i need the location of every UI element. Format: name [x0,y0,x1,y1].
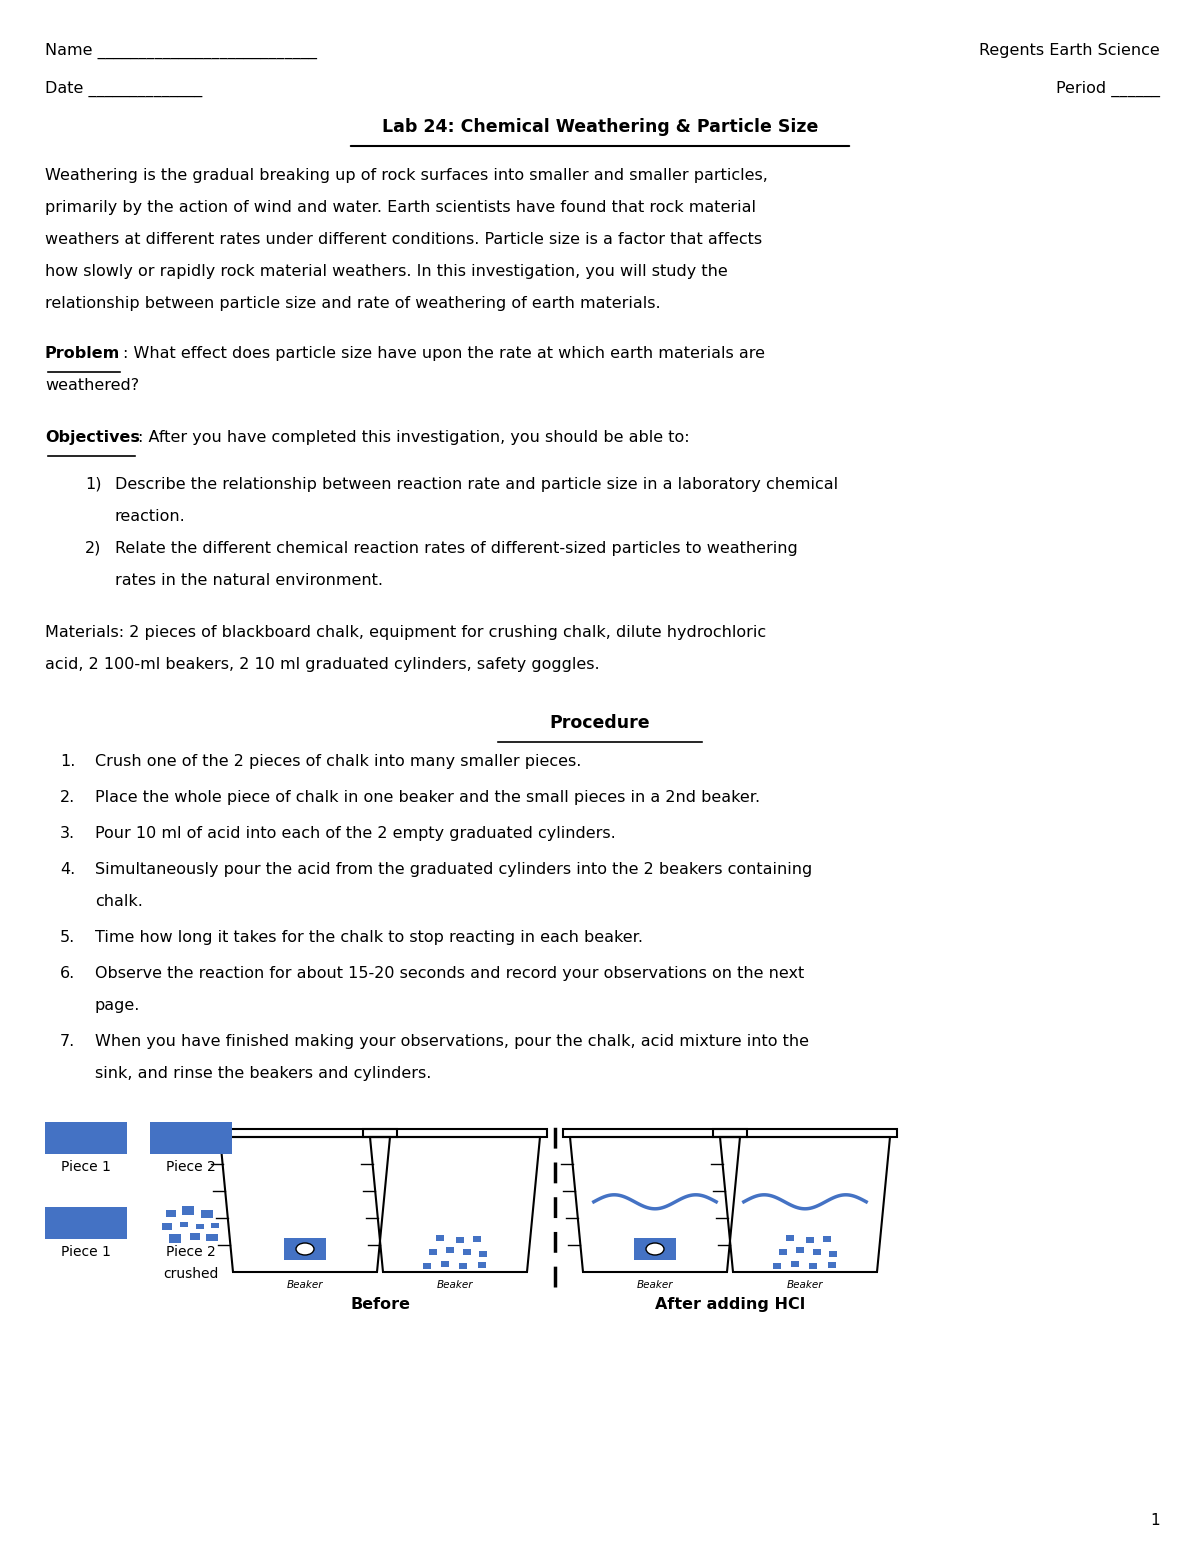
Text: 1): 1) [85,477,102,492]
FancyBboxPatch shape [190,1233,200,1241]
Text: Weathering is the gradual breaking up of rock surfaces into smaller and smaller : Weathering is the gradual breaking up of… [46,168,768,183]
Text: Materials: 2 pieces of blackboard chalk, equipment for crushing chalk, dilute hy: Materials: 2 pieces of blackboard chalk,… [46,624,766,640]
Text: Objectives: Objectives [46,430,140,446]
FancyBboxPatch shape [46,1207,127,1239]
Text: Beaker: Beaker [437,1280,473,1291]
Text: 7.: 7. [60,1034,76,1048]
FancyBboxPatch shape [809,1264,817,1269]
FancyBboxPatch shape [823,1236,832,1242]
Text: Beaker: Beaker [637,1280,673,1291]
Text: 1.: 1. [60,755,76,769]
FancyBboxPatch shape [829,1252,838,1258]
Ellipse shape [646,1242,664,1255]
Text: : After you have completed this investigation, you should be able to:: : After you have completed this investig… [138,430,690,446]
FancyBboxPatch shape [786,1236,794,1241]
Text: Observe the reaction for about 15-20 seconds and record your observations on the: Observe the reaction for about 15-20 sec… [95,966,804,981]
FancyBboxPatch shape [202,1210,212,1218]
FancyBboxPatch shape [422,1264,431,1269]
FancyBboxPatch shape [150,1121,232,1154]
Text: Piece 2: Piece 2 [166,1246,216,1259]
Text: 1: 1 [1151,1513,1160,1528]
Text: acid, 2 100-ml beakers, 2 10 ml graduated cylinders, safety goggles.: acid, 2 100-ml beakers, 2 10 ml graduate… [46,657,600,672]
Text: reaction.: reaction. [115,509,186,523]
FancyBboxPatch shape [479,1252,487,1258]
FancyBboxPatch shape [805,1238,815,1244]
FancyBboxPatch shape [796,1247,804,1253]
Text: Pour 10 ml of acid into each of the 2 empty graduated cylinders.: Pour 10 ml of acid into each of the 2 em… [95,826,616,842]
FancyBboxPatch shape [436,1236,444,1241]
FancyBboxPatch shape [180,1222,188,1227]
FancyBboxPatch shape [206,1233,217,1241]
FancyBboxPatch shape [428,1250,437,1255]
Text: 2.: 2. [60,790,76,804]
Text: Relate the different chemical reaction rates of different-sized particles to wea: Relate the different chemical reaction r… [115,540,798,556]
Text: relationship between particle size and rate of weathering of earth materials.: relationship between particle size and r… [46,297,661,311]
Text: Describe the relationship between reaction rate and particle size in a laborator: Describe the relationship between reacti… [115,477,838,492]
FancyBboxPatch shape [779,1250,787,1255]
Text: Time how long it takes for the chalk to stop reacting in each beaker.: Time how long it takes for the chalk to … [95,930,643,944]
FancyBboxPatch shape [46,1121,127,1154]
Text: Before: Before [350,1297,410,1312]
Text: Regents Earth Science: Regents Earth Science [979,43,1160,57]
FancyBboxPatch shape [812,1250,821,1255]
Ellipse shape [296,1242,314,1255]
Text: 5.: 5. [60,930,76,944]
Text: Date ______________: Date ______________ [46,81,203,98]
FancyBboxPatch shape [478,1263,486,1269]
Text: 2): 2) [85,540,101,556]
FancyBboxPatch shape [463,1250,472,1255]
FancyBboxPatch shape [445,1247,455,1253]
Text: After adding HCl: After adding HCl [655,1297,805,1312]
FancyBboxPatch shape [828,1263,836,1269]
FancyBboxPatch shape [440,1261,449,1267]
Text: Name ___________________________: Name ___________________________ [46,43,317,59]
Text: Piece 1: Piece 1 [61,1246,110,1259]
FancyBboxPatch shape [196,1224,204,1228]
FancyBboxPatch shape [284,1238,326,1259]
Text: chalk.: chalk. [95,895,143,909]
FancyBboxPatch shape [773,1264,781,1269]
FancyBboxPatch shape [473,1236,481,1242]
Text: : What effect does particle size have upon the rate at which earth materials are: : What effect does particle size have up… [124,346,766,360]
FancyBboxPatch shape [791,1261,799,1267]
FancyBboxPatch shape [169,1235,181,1242]
Text: Beaker: Beaker [287,1280,323,1291]
FancyBboxPatch shape [181,1207,194,1214]
Text: how slowly or rapidly rock material weathers. In this investigation, you will st: how slowly or rapidly rock material weat… [46,264,727,280]
Text: Piece 1: Piece 1 [61,1160,110,1174]
Text: 4.: 4. [60,862,76,877]
Text: Simultaneously pour the acid from the graduated cylinders into the 2 beakers con: Simultaneously pour the acid from the gr… [95,862,812,877]
FancyBboxPatch shape [634,1238,676,1259]
Text: When you have finished making your observations, pour the chalk, acid mixture in: When you have finished making your obser… [95,1034,809,1048]
Text: weathers at different rates under different conditions. Particle size is a facto: weathers at different rates under differ… [46,231,762,247]
Text: page.: page. [95,999,140,1013]
FancyBboxPatch shape [167,1210,175,1216]
FancyBboxPatch shape [458,1264,467,1269]
Text: Piece 2: Piece 2 [166,1160,216,1174]
Text: Problem: Problem [46,346,120,360]
Text: sink, and rinse the beakers and cylinders.: sink, and rinse the beakers and cylinder… [95,1065,431,1081]
Text: primarily by the action of wind and water. Earth scientists have found that rock: primarily by the action of wind and wate… [46,200,756,214]
FancyBboxPatch shape [211,1222,218,1228]
Text: weathered?: weathered? [46,377,139,393]
Text: Beaker: Beaker [787,1280,823,1291]
Text: Place the whole piece of chalk in one beaker and the small pieces in a 2nd beake: Place the whole piece of chalk in one be… [95,790,760,804]
Text: rates in the natural environment.: rates in the natural environment. [115,573,383,589]
Text: Period ______: Period ______ [1056,81,1160,98]
Text: Crush one of the 2 pieces of chalk into many smaller pieces.: Crush one of the 2 pieces of chalk into … [95,755,581,769]
FancyBboxPatch shape [456,1238,464,1244]
Text: Procedure: Procedure [550,714,650,731]
Text: Lab 24: Chemical Weathering & Particle Size: Lab 24: Chemical Weathering & Particle S… [382,118,818,137]
Text: 6.: 6. [60,966,76,981]
Text: crushed: crushed [163,1267,218,1281]
Text: 3.: 3. [60,826,76,842]
FancyBboxPatch shape [162,1222,173,1230]
